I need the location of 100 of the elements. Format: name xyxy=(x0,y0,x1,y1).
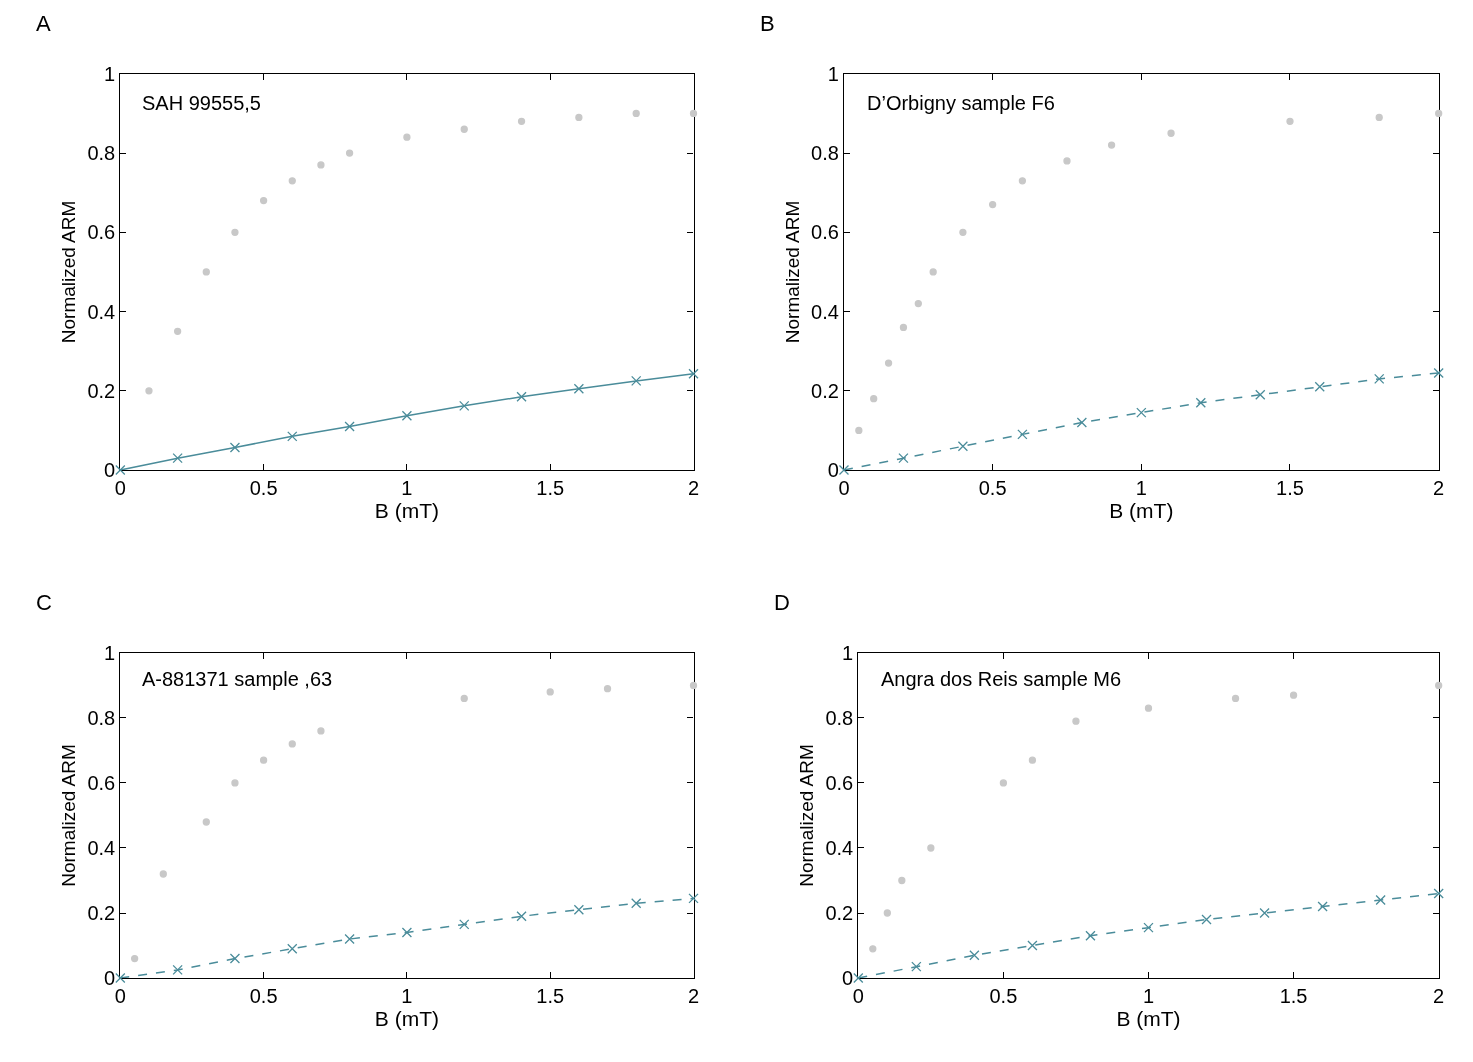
point xyxy=(855,426,863,435)
x-axis-title: B (mT) xyxy=(1116,1007,1181,1031)
point xyxy=(145,387,153,395)
y-tick-label: 0 xyxy=(104,459,116,482)
point xyxy=(516,391,527,402)
point xyxy=(1374,373,1385,385)
point xyxy=(202,268,210,276)
point xyxy=(1286,117,1294,125)
y-tick-label: 0.8 xyxy=(87,142,116,165)
point xyxy=(838,464,850,476)
point xyxy=(853,972,864,984)
y-axis-title: Normalized ARM xyxy=(796,744,818,887)
y-tick-label: 0.4 xyxy=(87,836,116,859)
point xyxy=(1433,888,1444,899)
x-tick-label: 1 xyxy=(401,985,413,1008)
point xyxy=(1017,429,1028,440)
point xyxy=(1201,914,1212,925)
y-axis-title: Normalized ARM xyxy=(58,744,80,887)
y-axis-title: Normalized ARM xyxy=(781,200,803,344)
y-tick-label: 1 xyxy=(104,641,116,664)
point xyxy=(345,149,354,157)
point xyxy=(1317,901,1328,912)
y-tick-label: 0 xyxy=(827,459,839,482)
point xyxy=(172,964,183,976)
annotation: D’Orbigny sample F6 xyxy=(867,92,1055,114)
y-tick-label: 0.8 xyxy=(811,142,839,165)
point xyxy=(460,125,468,133)
point xyxy=(898,453,909,464)
x-tick-label: 2 xyxy=(1433,985,1445,1008)
point xyxy=(884,359,893,367)
y-tick-label: 0 xyxy=(104,967,116,990)
point xyxy=(603,685,612,693)
point xyxy=(344,933,355,945)
y-tick-label: 0.4 xyxy=(811,300,839,323)
point xyxy=(229,953,241,964)
x-tick-label: 1.5 xyxy=(536,477,565,500)
point xyxy=(259,756,268,764)
point xyxy=(631,375,642,387)
x-tick-label: 2 xyxy=(687,477,700,500)
point xyxy=(1143,922,1154,933)
y-tick-label: 0.6 xyxy=(811,221,839,244)
point xyxy=(115,972,126,984)
annotation: Angra dos Reis sample M6 xyxy=(881,668,1122,690)
point xyxy=(546,688,554,696)
y-tick-label: 1 xyxy=(842,641,854,664)
x-tick-label: 0.5 xyxy=(249,477,278,500)
point xyxy=(959,228,967,236)
point xyxy=(403,133,411,141)
annotation: A-881371 sample ,63 xyxy=(142,668,333,690)
point xyxy=(689,109,698,118)
point xyxy=(870,395,878,403)
point xyxy=(929,268,937,276)
point xyxy=(517,117,526,125)
point xyxy=(899,323,908,332)
point xyxy=(460,694,468,703)
point xyxy=(573,383,585,394)
point xyxy=(1107,141,1116,149)
point xyxy=(688,893,699,904)
point xyxy=(1314,381,1325,392)
point xyxy=(898,876,906,885)
y-tick-label: 0.6 xyxy=(87,221,116,244)
point xyxy=(288,177,296,185)
point xyxy=(159,870,167,878)
point xyxy=(1027,940,1038,951)
point xyxy=(287,431,298,442)
point xyxy=(317,727,325,735)
point xyxy=(459,400,470,411)
x-axis-title: B (mT) xyxy=(374,499,439,523)
annotation: SAH 99555,5 xyxy=(142,92,261,114)
point xyxy=(1028,756,1037,764)
point xyxy=(130,954,139,963)
point xyxy=(259,196,268,205)
x-tick-label: 1 xyxy=(1142,985,1155,1008)
point xyxy=(231,779,239,787)
point xyxy=(1076,417,1087,428)
y-tick-label: 0.4 xyxy=(825,836,854,859)
point xyxy=(1255,389,1266,400)
point xyxy=(401,410,413,421)
y-axis-title: Normalized ARM xyxy=(58,200,80,344)
x-tick-label: 1.5 xyxy=(536,985,565,1008)
point xyxy=(883,909,891,917)
point xyxy=(957,441,969,452)
point xyxy=(344,421,355,432)
y-tick-label: 0.2 xyxy=(87,902,116,925)
y-tick-label: 0.6 xyxy=(87,771,116,794)
point xyxy=(287,943,298,954)
point xyxy=(1433,367,1444,379)
x-tick-label: 1 xyxy=(1135,477,1147,500)
point xyxy=(911,961,922,972)
point xyxy=(869,945,877,953)
chart-title: C xyxy=(36,590,52,615)
point xyxy=(1144,704,1153,712)
point xyxy=(1231,694,1240,703)
point xyxy=(1072,717,1080,725)
x-axis-title: B (mT) xyxy=(1109,499,1174,523)
y-tick-label: 0.6 xyxy=(825,771,854,794)
y-tick-label: 0.2 xyxy=(811,379,839,402)
chart-title: D xyxy=(774,590,790,615)
y-tick-label: 0.4 xyxy=(87,300,116,323)
point xyxy=(172,453,183,464)
